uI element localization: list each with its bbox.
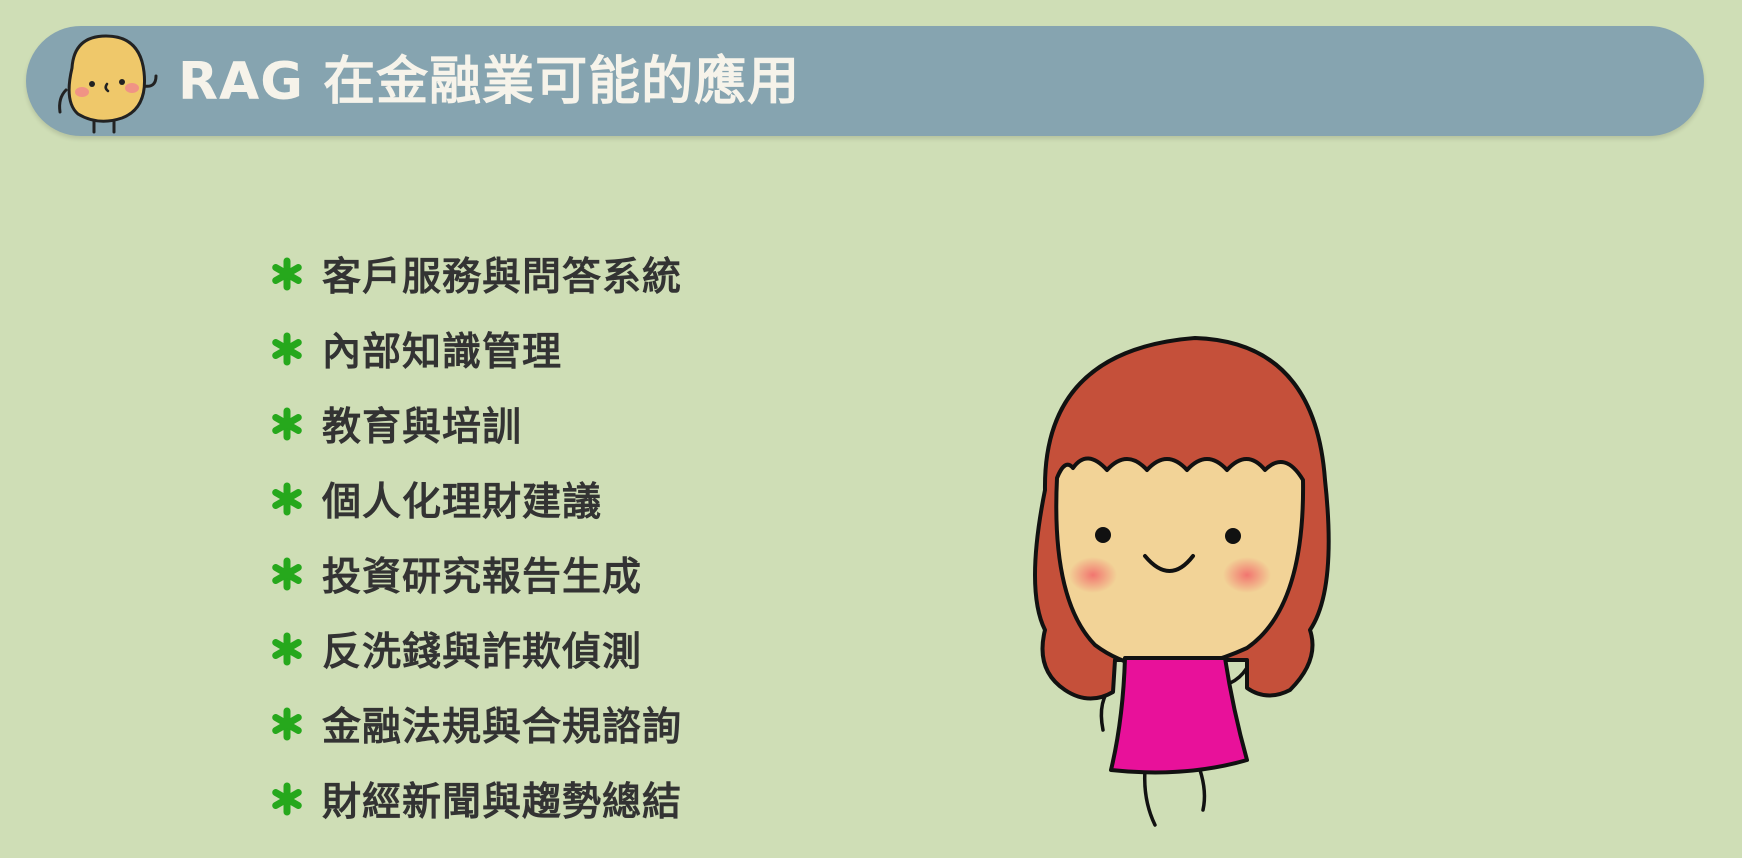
green-asterisk-icon [270, 553, 322, 595]
list-item: 金融法規與合規諮詢 [270, 686, 682, 761]
bullet-text: 財經新聞與趨勢總結 [322, 779, 683, 825]
red-haired-girl-illustration [1033, 336, 1331, 827]
bullet-text: 金融法規與合規諮詢 [322, 704, 683, 750]
green-asterisk-icon [270, 328, 322, 370]
bullet-text: 客戶服務與問答系統 [322, 254, 683, 300]
title-bar [26, 26, 1704, 136]
list-item: 內部知識管理 [270, 311, 682, 386]
bullet-text: 內部知識管理 [322, 329, 563, 375]
bullet-text: 反洗錢與詐欺偵測 [322, 629, 643, 675]
green-asterisk-icon [270, 703, 322, 745]
green-asterisk-icon [270, 253, 322, 295]
potato-mascot-icon [58, 34, 158, 134]
bullet-list: 客戶服務與問答系統 內部知識管理 教育與培訓 個人化理財建議 投資研究報告生成 … [270, 236, 682, 836]
green-asterisk-icon [270, 403, 322, 445]
green-asterisk-icon [270, 778, 322, 820]
list-item: 反洗錢與詐欺偵測 [270, 611, 682, 686]
slide-title: RAG 在金融業可能的應用 [178, 52, 801, 112]
list-item: 個人化理財建議 [270, 461, 682, 536]
list-item: 客戶服務與問答系統 [270, 236, 682, 311]
green-asterisk-icon [270, 478, 322, 520]
bullet-text: 教育與培訓 [322, 404, 523, 450]
list-item: 財經新聞與趨勢總結 [270, 761, 682, 836]
bullet-text: 個人化理財建議 [322, 479, 603, 525]
green-asterisk-icon [270, 628, 322, 670]
bullet-text: 投資研究報告生成 [322, 554, 643, 600]
list-item: 投資研究報告生成 [270, 536, 682, 611]
list-item: 教育與培訓 [270, 386, 682, 461]
